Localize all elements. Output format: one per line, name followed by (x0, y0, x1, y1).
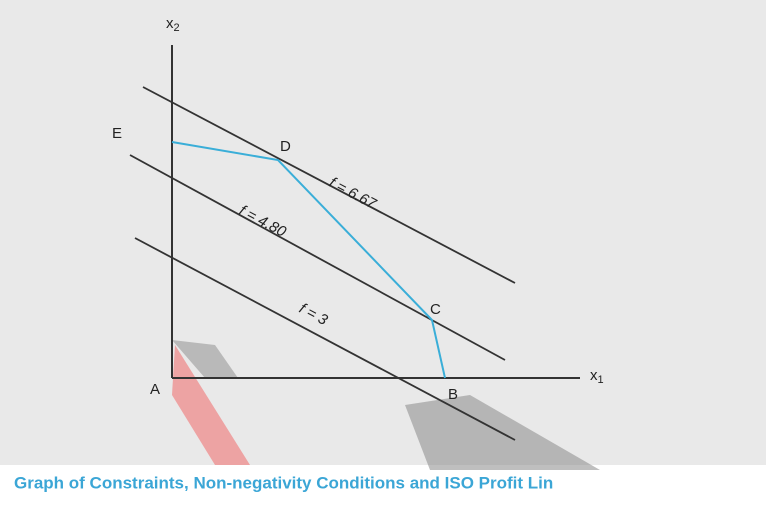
x-axis-label-sub: 1 (598, 374, 604, 386)
caption: Graph of Constraints, Non-negativity Con… (14, 473, 553, 492)
point-label: E (112, 125, 122, 142)
background (0, 0, 766, 465)
page: {"axes": {"y_label": {"main": "x", "sub"… (0, 0, 766, 510)
point-label: D (280, 138, 291, 155)
diagram: x2 x1 A B C D E f = 6.67 f = 4.80 f = 3 … (0, 0, 766, 510)
point-label: B (448, 386, 458, 403)
y-axis-label-sub: 2 (174, 22, 180, 34)
point-label: C (430, 301, 441, 318)
point-label: A (150, 381, 160, 398)
